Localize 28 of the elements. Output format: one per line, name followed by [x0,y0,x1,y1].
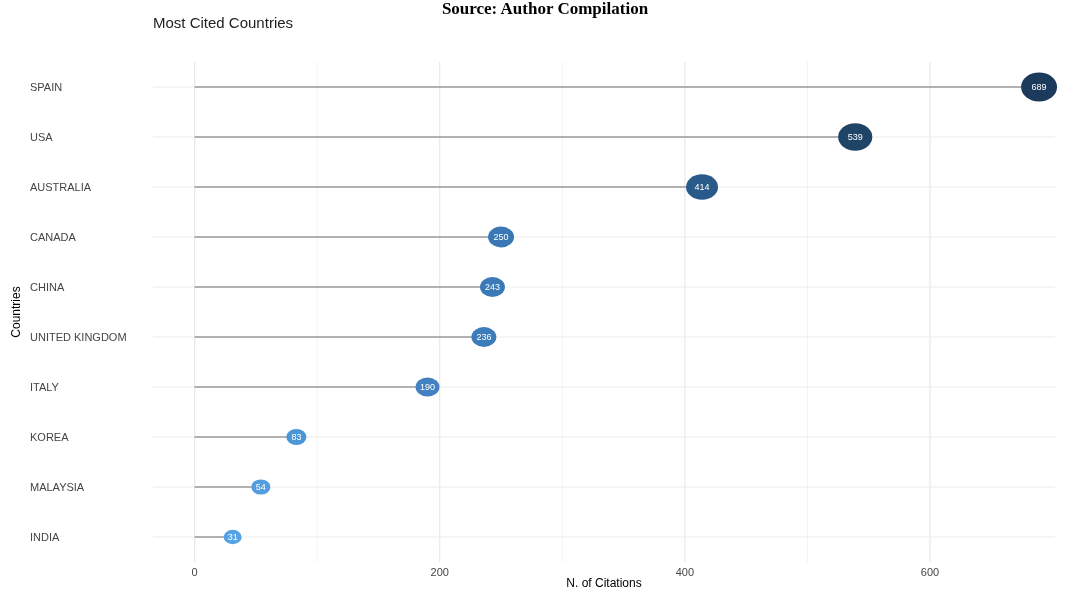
y-tick-label: CHINA [30,280,65,293]
data-label: 539 [847,132,863,143]
y-tick-label: KOREA [30,430,70,443]
data-label: 31 [227,532,238,543]
y-tick-label: INDIA [30,530,60,543]
x-tick-label: 400 [675,566,695,578]
y-axis-title: Countries [9,286,23,338]
x-tick-label: 600 [920,566,940,578]
source-note: Source: Author Compilation [441,0,649,18]
data-label: 689 [1031,82,1047,93]
data-label: 54 [255,482,266,493]
data-label: 83 [291,432,302,443]
data-label: 236 [476,332,492,343]
y-tick-label: SPAIN [30,80,63,93]
y-tick-label: MALAYSIA [30,480,85,493]
data-label: 414 [694,182,710,193]
data-label: 243 [484,282,500,293]
x-tick-label: 0 [191,566,198,578]
chart-title: Most Cited Countries [153,14,294,31]
y-tick-label: CANADA [30,230,77,243]
data-label: 190 [420,382,436,393]
y-tick-label: ITALY [30,380,60,393]
y-tick-label: AUSTRALIA [30,180,92,193]
y-tick-label: USA [30,130,54,143]
data-label: 250 [493,232,509,243]
y-tick-label: UNITED KINGDOM [30,330,127,343]
x-tick-label: 200 [430,566,449,578]
x-axis-title: N. of Citations [566,576,642,590]
